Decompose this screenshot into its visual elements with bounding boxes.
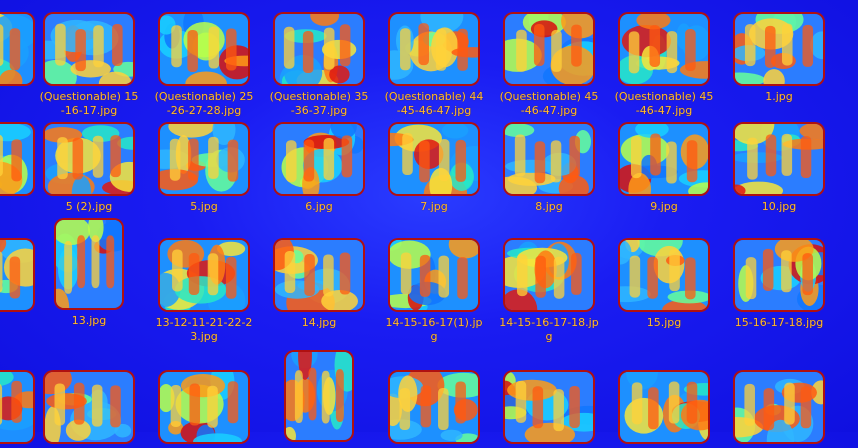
- image-preview[interactable]: [160, 14, 248, 84]
- file-name-label: 15-16-17-18.jpg: [724, 316, 834, 330]
- file-name-label: 10.jpg: [724, 200, 834, 214]
- file-thumbnail-item[interactable]: (Questionable) 15-16-17.jpg: [34, 14, 144, 118]
- image-preview[interactable]: [735, 124, 823, 194]
- image-preview[interactable]: [620, 14, 708, 84]
- thumbnail-grid: (Questionable) 15-16-17.jpg (Questionable…: [0, 0, 858, 432]
- file-thumbnail-item[interactable]: (Questionable) 45-46-47.jpg: [494, 14, 604, 118]
- file-name-label: (Questionable) 25-26-27-28.jpg: [149, 90, 259, 118]
- image-preview[interactable]: [0, 14, 33, 84]
- file-name-label: 15.jpg: [609, 316, 719, 330]
- file-name-label: 5.jpg: [149, 200, 259, 214]
- file-name-label: (Questionable) 15-16-17.jpg: [34, 90, 144, 118]
- image-preview[interactable]: [45, 14, 133, 84]
- image-preview[interactable]: [45, 124, 133, 194]
- image-preview[interactable]: [56, 220, 122, 308]
- file-thumbnail-item[interactable]: [724, 372, 834, 448]
- file-name-label: (Questionable) 35-36-37.jpg: [264, 90, 374, 118]
- image-preview[interactable]: [0, 124, 33, 194]
- file-thumbnail-item[interactable]: 9.jpg: [609, 124, 719, 214]
- file-thumbnail-item[interactable]: [34, 372, 144, 448]
- image-preview[interactable]: [620, 124, 708, 194]
- file-thumbnail-item[interactable]: 14-15-16-17(1).jpg: [379, 240, 489, 344]
- file-name-label: 5 (2).jpg: [34, 200, 144, 214]
- file-thumbnail-item[interactable]: 14.jpg: [264, 240, 374, 330]
- file-name-label: 13-12-11-21-22-23.jpg: [149, 316, 259, 344]
- file-thumbnail-item[interactable]: 5.jpg: [149, 124, 259, 214]
- file-thumbnail-item[interactable]: 8.jpg: [494, 124, 604, 214]
- image-preview[interactable]: [286, 352, 352, 440]
- file-name-label: (Questionable) 45-46-47.jpg: [494, 90, 604, 118]
- file-thumbnail-item[interactable]: 13-12-11-21-22-23.jpg: [149, 240, 259, 344]
- image-preview[interactable]: [160, 240, 248, 310]
- file-name-label: 9.jpg: [609, 200, 719, 214]
- file-thumbnail-item[interactable]: (Questionable) 25-26-27-28.jpg: [149, 14, 259, 118]
- image-preview[interactable]: [390, 124, 478, 194]
- image-preview[interactable]: [735, 240, 823, 310]
- file-thumbnail-item[interactable]: 10.jpg: [724, 124, 834, 214]
- file-name-label: 14-15-16-17-18.jpg: [494, 316, 604, 344]
- image-preview[interactable]: [160, 124, 248, 194]
- file-name-label: (Questionable) 44-45-46-47.jpg: [379, 90, 489, 118]
- file-thumbnail-item[interactable]: (Questionable) 45-46-47.jpg: [609, 14, 719, 118]
- file-thumbnail-item[interactable]: 7.jpg: [379, 124, 489, 214]
- image-preview[interactable]: [275, 240, 363, 310]
- file-name-label: (Questionable) 45-46-47.jpg: [609, 90, 719, 118]
- image-preview[interactable]: [620, 240, 708, 310]
- file-name-label: 13.jpg: [34, 314, 144, 328]
- image-preview[interactable]: [0, 240, 33, 310]
- file-thumbnail-item[interactable]: (Questionable) 44-45-46-47.jpg: [379, 14, 489, 118]
- file-name-label: 6.jpg: [264, 200, 374, 214]
- image-preview[interactable]: [735, 14, 823, 84]
- image-preview[interactable]: [275, 14, 363, 84]
- file-thumbnail-item[interactable]: 5 (2).jpg: [34, 124, 144, 214]
- file-thumbnail-item[interactable]: [379, 372, 489, 448]
- image-preview[interactable]: [390, 14, 478, 84]
- image-preview[interactable]: [390, 240, 478, 310]
- file-thumbnail-item[interactable]: (Questionable) 35-36-37.jpg: [264, 14, 374, 118]
- file-thumbnail-item[interactable]: [494, 372, 604, 448]
- image-preview[interactable]: [505, 240, 593, 310]
- file-thumbnail-item[interactable]: 15.jpg: [609, 240, 719, 330]
- file-name-label: 14-15-16-17(1).jpg: [379, 316, 489, 344]
- file-name-label: 8.jpg: [494, 200, 604, 214]
- image-preview[interactable]: [505, 124, 593, 194]
- file-thumbnail-item[interactable]: 6.jpg: [264, 124, 374, 214]
- file-thumbnail-item[interactable]: 1.jpg: [724, 14, 834, 104]
- file-thumbnail-item[interactable]: [609, 372, 719, 448]
- file-name-label: 14.jpg: [264, 316, 374, 330]
- file-name-label: 1.jpg: [724, 90, 834, 104]
- file-thumbnail-item[interactable]: [149, 372, 259, 448]
- file-thumbnail-item[interactable]: 13.jpg: [34, 220, 144, 328]
- file-thumbnail-item[interactable]: 14-15-16-17-18.jpg: [494, 240, 604, 344]
- file-thumbnail-item[interactable]: 15-16-17-18.jpg: [724, 240, 834, 330]
- image-preview[interactable]: [505, 14, 593, 84]
- file-name-label: 7.jpg: [379, 200, 489, 214]
- image-preview[interactable]: [275, 124, 363, 194]
